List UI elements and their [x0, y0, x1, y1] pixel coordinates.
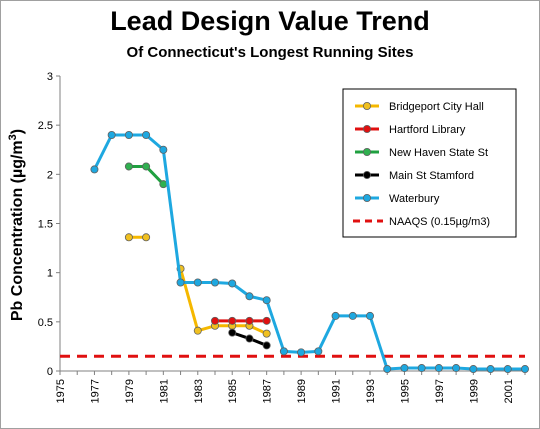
- chart-title: Lead Design Value Trend: [110, 6, 430, 36]
- data-point-waterbury: [383, 365, 392, 374]
- legend-label: Main St Stamford: [389, 170, 474, 182]
- legend-swatch-marker: [362, 193, 371, 202]
- y-tick-label: 0: [47, 366, 53, 378]
- x-tick-label: 1975: [55, 379, 67, 403]
- data-point-waterbury: [297, 348, 306, 357]
- data-point-waterbury: [210, 278, 219, 287]
- x-tick-label: 1995: [399, 379, 411, 403]
- legend-swatch-marker: [362, 147, 371, 156]
- data-point-waterbury: [434, 364, 443, 373]
- data-point-bridgeport-city-hall: [193, 326, 202, 335]
- x-tick-label: 1989: [296, 379, 308, 403]
- data-point-waterbury: [124, 130, 133, 139]
- chart-subtitle: Of Connecticut's Longest Running Sites: [126, 44, 414, 61]
- data-point-hartford-library: [262, 316, 271, 325]
- axes: 0 0.5 1 1.5 2 2.5 3 1975 1977 1979 1981 1983 1985 198…: [38, 71, 526, 403]
- data-point-waterbury: [469, 365, 478, 374]
- data-point-waterbury: [176, 278, 185, 287]
- legend-box: [342, 88, 517, 238]
- data-point-waterbury: [314, 347, 323, 356]
- series-line-bridgeport-city-hall: [179, 268, 268, 335]
- x-tick-label: 1987: [262, 379, 274, 403]
- data-point-new-haven-state-st: [124, 162, 133, 171]
- data-point-waterbury: [193, 278, 202, 287]
- data-point-waterbury: [486, 365, 495, 374]
- legend-swatch-marker: [362, 102, 371, 111]
- legend-swatch-marker: [362, 170, 371, 179]
- data-point-waterbury: [159, 145, 168, 154]
- data-point-new-haven-state-st: [159, 180, 168, 189]
- data-point-hartford-library: [228, 316, 237, 325]
- data-point-waterbury: [348, 311, 357, 320]
- data-point-waterbury: [90, 165, 99, 174]
- y-axis-title: Pb Concentration (µg/m3): [7, 129, 26, 321]
- legend-label: Hartford Library: [389, 124, 466, 136]
- data-point-hartford-library: [210, 316, 219, 325]
- x-tick-label: 1985: [227, 379, 239, 403]
- data-point-waterbury: [365, 311, 374, 320]
- data-point-waterbury: [503, 365, 512, 374]
- data-point-waterbury: [245, 292, 254, 301]
- data-point-waterbury: [331, 311, 340, 320]
- data-point-waterbury: [142, 130, 151, 139]
- data-point-main-st-stamford: [245, 334, 254, 343]
- x-tick-label: 1999: [468, 379, 480, 403]
- data-point-waterbury: [107, 130, 116, 139]
- legend-label: New Haven State St: [389, 147, 488, 159]
- y-tick-label: 3: [47, 71, 53, 83]
- data-point-waterbury: [400, 364, 409, 373]
- data-point-waterbury: [262, 296, 271, 305]
- x-tick-label: 1997: [434, 379, 446, 403]
- y-tick-label: 1: [47, 268, 53, 280]
- x-tick-label: 1993: [365, 379, 377, 403]
- data-point-waterbury: [417, 364, 426, 373]
- x-tick-label: 1983: [193, 379, 205, 403]
- y-tick-label: 2.5: [38, 120, 53, 132]
- x-tick-label: 1981: [158, 379, 170, 403]
- y-tick-label: 0.5: [38, 317, 53, 329]
- data-point-waterbury: [521, 365, 530, 374]
- data-point-waterbury: [279, 347, 288, 356]
- data-point-bridgeport-city-hall: [142, 233, 151, 242]
- x-tick-label: 1977: [89, 379, 101, 403]
- legend-label: Waterbury: [389, 193, 440, 205]
- data-point-hartford-library: [245, 316, 254, 325]
- legend: Bridgeport City Hall Hartford Library New …: [342, 88, 517, 238]
- data-point-new-haven-state-st: [142, 162, 151, 171]
- legend-label: NAAQS (0.15µg/m3): [389, 216, 490, 228]
- y-tick-label: 1.5: [38, 219, 53, 231]
- x-tick-label: 2001: [503, 379, 515, 403]
- x-tick-label: 1991: [331, 379, 343, 403]
- data-point-waterbury: [228, 279, 237, 288]
- data-point-main-st-stamford: [228, 328, 237, 337]
- legend-swatch-marker: [362, 125, 371, 134]
- x-tick-label: 1979: [124, 379, 136, 403]
- legend-label: Bridgeport City Hall: [389, 101, 484, 113]
- y-tick-label: 2: [47, 169, 53, 181]
- data-point-main-st-stamford: [262, 341, 271, 350]
- data-point-waterbury: [452, 364, 461, 373]
- data-point-bridgeport-city-hall: [124, 233, 133, 242]
- data-point-bridgeport-city-hall: [262, 329, 271, 338]
- series-group: [90, 130, 530, 374]
